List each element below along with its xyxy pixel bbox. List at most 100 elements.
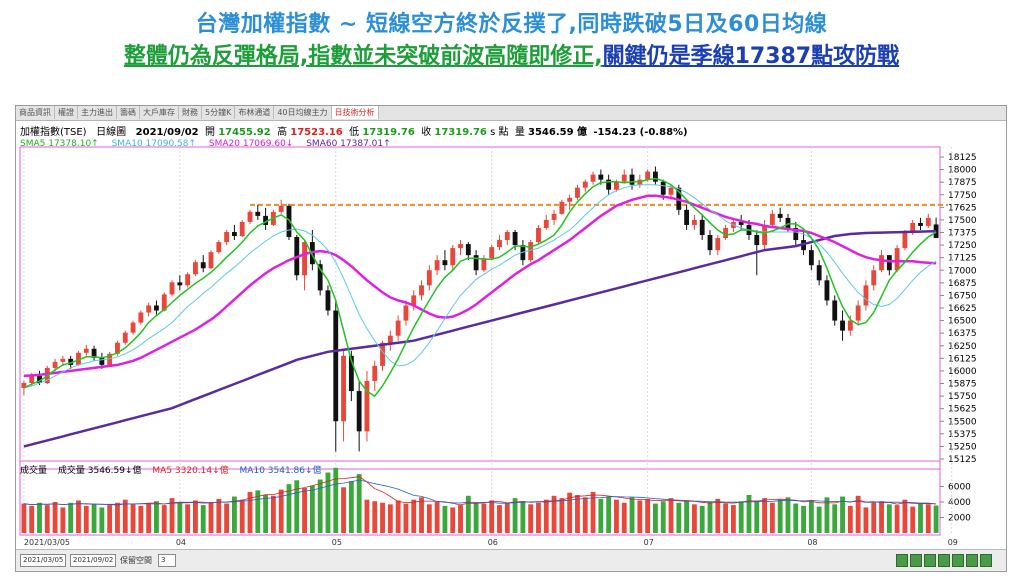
volume-bar bbox=[902, 499, 908, 533]
volume-bar bbox=[278, 489, 284, 533]
volume-bar bbox=[894, 505, 900, 533]
candle-body bbox=[590, 174, 596, 182]
candle-body bbox=[653, 171, 658, 182]
candle-body bbox=[738, 221, 744, 225]
candle-body bbox=[348, 355, 354, 392]
scroll-left-icon[interactable] bbox=[924, 554, 936, 567]
volume-legend: 成交量 成交量 3546.59↓億 MA5 3320.14↓億 MA10 354… bbox=[20, 463, 330, 476]
tab-1[interactable]: 權證 bbox=[55, 106, 78, 119]
tab-6[interactable]: 5分鐘K bbox=[202, 106, 236, 119]
tab-3[interactable]: 籌碼 bbox=[117, 106, 140, 119]
legend-sma20: SMA20 17069.60↓ bbox=[208, 139, 294, 149]
candle-body bbox=[645, 171, 651, 180]
volume-bar bbox=[621, 502, 627, 533]
candle-body bbox=[715, 238, 721, 251]
volume-bar bbox=[169, 498, 175, 533]
volume-bar bbox=[653, 503, 658, 533]
tab-9[interactable]: 日技術分析 bbox=[331, 106, 379, 119]
candle-body bbox=[863, 285, 869, 306]
first-bar-icon[interactable] bbox=[952, 554, 964, 567]
tab-8[interactable]: 40日均線主力 bbox=[274, 106, 332, 119]
volume-bar bbox=[115, 502, 120, 533]
keep-space-label: 保留空間 bbox=[120, 556, 152, 565]
tab-0[interactable]: 商品資訊 bbox=[16, 106, 55, 119]
volume-bar bbox=[387, 504, 393, 533]
volume-bar bbox=[341, 487, 346, 533]
candle-body bbox=[411, 295, 417, 306]
candle-body bbox=[902, 231, 908, 249]
keep-space-field[interactable]: 3 bbox=[158, 554, 176, 567]
volume-bar bbox=[37, 502, 42, 533]
candle-body bbox=[793, 227, 799, 241]
volume-bar bbox=[224, 503, 230, 533]
volume-bar bbox=[754, 500, 760, 533]
candle-body bbox=[879, 255, 884, 271]
zoom-in-icon[interactable] bbox=[896, 554, 908, 567]
end-date-field[interactable]: 2021/09/02 bbox=[70, 554, 116, 567]
candle-body bbox=[598, 174, 604, 180]
tab-7[interactable]: 布林通道 bbox=[235, 106, 275, 119]
candle-body bbox=[29, 375, 35, 383]
volume-bar bbox=[824, 497, 830, 533]
tab-2[interactable]: 主力進出 bbox=[78, 106, 117, 119]
candle-body bbox=[824, 280, 830, 301]
candle-body bbox=[684, 209, 690, 225]
candle-body bbox=[543, 219, 549, 228]
price-tick-label: 17250 bbox=[948, 241, 977, 251]
start-date-field[interactable]: 2021/03/05 bbox=[20, 554, 66, 567]
volume-bar bbox=[528, 504, 534, 533]
candle-body bbox=[364, 380, 370, 432]
volume-bar bbox=[746, 495, 752, 533]
volume-bar bbox=[536, 502, 541, 533]
price-tick-label: 15250 bbox=[948, 442, 977, 452]
candle-body bbox=[489, 247, 495, 259]
volume-bar bbox=[871, 502, 877, 533]
candle-body bbox=[224, 231, 230, 243]
candle-body bbox=[387, 335, 393, 343]
candle-body bbox=[847, 320, 853, 331]
last-bar-icon[interactable] bbox=[966, 554, 978, 567]
volume-bar bbox=[886, 504, 892, 533]
volume-bar bbox=[193, 500, 198, 533]
candle-body bbox=[567, 197, 573, 202]
zoom-out-icon[interactable] bbox=[910, 554, 922, 567]
candle-body bbox=[871, 270, 877, 286]
tab-5[interactable]: 財務 bbox=[179, 106, 202, 119]
volume-bar bbox=[333, 467, 339, 533]
price-tick-label: 16250 bbox=[948, 342, 977, 352]
volume-bar bbox=[200, 505, 206, 533]
volume-panel-frame bbox=[19, 460, 941, 536]
price-tick-label: 16000 bbox=[948, 367, 977, 377]
quote-date: 2021/09/02 bbox=[135, 127, 199, 138]
price-tick-label: 17500 bbox=[948, 216, 977, 226]
price-tick-label: 17375 bbox=[948, 229, 977, 239]
candle-body bbox=[528, 242, 534, 261]
candle-body bbox=[551, 213, 557, 220]
tab-4[interactable]: 大戶庫存 bbox=[140, 106, 179, 119]
volume-bar bbox=[481, 503, 487, 533]
volume-bar bbox=[294, 480, 300, 533]
volume-bar bbox=[730, 505, 736, 533]
volume-bar bbox=[442, 505, 448, 533]
close-label: 收 bbox=[421, 127, 432, 138]
volume-bar bbox=[208, 502, 214, 533]
volume-bar bbox=[840, 496, 845, 533]
volume-bar bbox=[785, 497, 791, 533]
candle-body bbox=[754, 235, 760, 246]
candle-body bbox=[317, 264, 323, 291]
settings-icon[interactable] bbox=[980, 554, 992, 567]
candle-body bbox=[808, 250, 814, 266]
legend-sma5: SMA5 17378.10↑ bbox=[20, 139, 99, 149]
candle-body bbox=[840, 320, 845, 331]
volume-bar bbox=[598, 498, 604, 533]
volume-bar bbox=[723, 503, 729, 533]
candle-body bbox=[660, 181, 666, 195]
candle-body bbox=[575, 187, 580, 198]
x-tick-label: 08 bbox=[807, 538, 817, 547]
candle-body bbox=[286, 205, 292, 238]
volume-bar bbox=[450, 507, 456, 533]
volume-bar bbox=[372, 501, 378, 533]
scroll-right-icon[interactable] bbox=[938, 554, 950, 567]
volume-label: 量 bbox=[514, 127, 525, 138]
volume-bar bbox=[715, 498, 721, 533]
